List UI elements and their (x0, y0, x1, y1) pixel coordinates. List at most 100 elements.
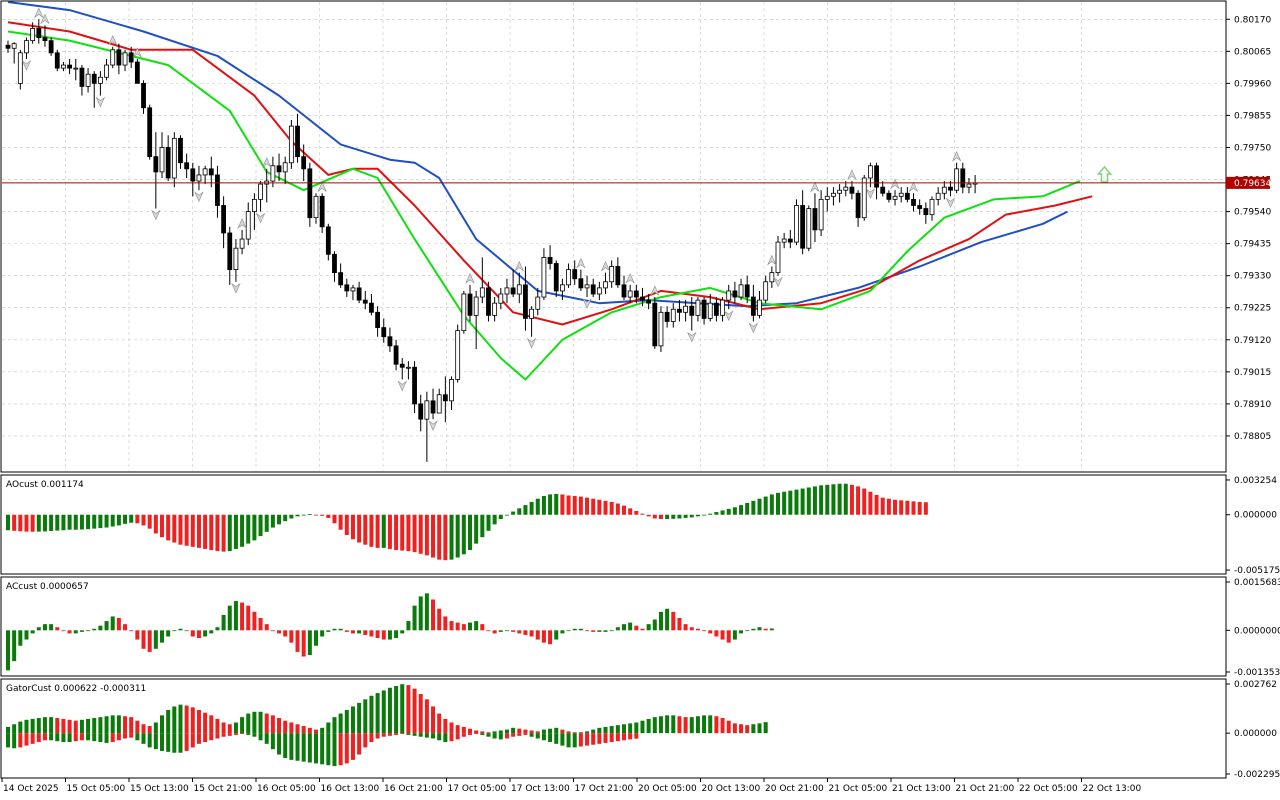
candle-bear (750, 296, 756, 316)
gator-lower-bar (203, 733, 208, 743)
candle-bear (369, 302, 374, 313)
candle-bull (110, 49, 116, 66)
gator-lower-bar (49, 733, 54, 741)
ac-bar (394, 630, 399, 639)
ac-bar (585, 630, 590, 632)
gator-upper-bar (400, 684, 405, 734)
candle-bull (104, 64, 109, 78)
ao-bar (332, 514, 337, 524)
candle-bear (134, 61, 140, 84)
ao-bar (720, 510, 725, 515)
candle-bear (375, 311, 381, 328)
ao-bar (110, 514, 115, 527)
ao-bar (129, 514, 134, 523)
indicator-tick-label: 0.003254 (1234, 476, 1277, 486)
ac-bar (147, 630, 152, 652)
gator-lower-bar (523, 733, 528, 735)
candle-bull (670, 308, 676, 322)
gator-upper-bar (30, 718, 35, 734)
ac-bar (745, 630, 750, 632)
gator-lower-bar (566, 733, 571, 748)
candle-bear (732, 290, 738, 298)
ao-bar (597, 499, 602, 515)
price-tick-label: 0.79855 (1234, 111, 1271, 121)
gator-upper-bar (498, 730, 503, 734)
fractal-down-marker (95, 96, 106, 108)
candle-bear (5, 44, 11, 49)
ao-bar (203, 514, 208, 549)
ao-bar (714, 512, 719, 515)
candle-bear (553, 263, 559, 292)
gator-lower-bar (591, 733, 596, 745)
gator-lower-bar (394, 733, 399, 735)
price-tick-label: 0.80170 (1234, 15, 1271, 25)
gator-lower-bar (461, 733, 466, 737)
current-price-line: 0.79634 (2, 176, 1271, 189)
gator-lower-bar (369, 733, 374, 743)
gator-lower-bar (141, 733, 146, 744)
gator-lower-bar (36, 733, 41, 743)
gator-pane[interactable]: GatorCust 0.000622 -0.000311 0.0027620.0… (0, 678, 1280, 780)
ao-bar (578, 496, 583, 515)
gator-lower-bar (615, 733, 620, 742)
indicator-tick-label: -0.005175 (1234, 566, 1280, 576)
ao-bar (572, 496, 577, 515)
gator-upper-bar (369, 695, 374, 734)
ac-bar (24, 630, 29, 640)
ao-bar (153, 514, 158, 534)
ao-bar (104, 514, 109, 528)
ac-bar (406, 621, 411, 631)
candles[interactable] (5, 19, 978, 462)
candle-bear (116, 49, 122, 66)
candle-bear (621, 284, 627, 298)
gator-lower-bar (246, 733, 251, 735)
candle-bear (295, 125, 300, 158)
ao-bar (424, 514, 429, 556)
gator-upper-bar (628, 723, 633, 734)
ac-bar (726, 630, 731, 643)
fractal-down-marker (231, 282, 241, 294)
fractal-up-marker (810, 181, 820, 193)
current-price-label: 0.79634 (1234, 179, 1271, 189)
ac-bar (665, 608, 670, 631)
fractal-down-marker (194, 191, 204, 202)
gator-lower-bar (572, 733, 577, 748)
ao-bar (769, 494, 774, 515)
price-pane[interactable]: 0.80170 0.80065 0.79960 0.79855 0.79750 0.796… (0, 0, 1271, 473)
candle-bear (640, 296, 645, 301)
gator-lower-bar (585, 733, 590, 746)
ao-bar (172, 514, 177, 543)
ac-pane[interactable]: ACcust 0.0000657 0.0015683 0.0000000 -0.00… (0, 576, 1280, 678)
ac-bar (338, 628, 343, 631)
candle-bear (208, 168, 214, 176)
ao-pane[interactable]: AOcust 0.001174 0.003254 0.000000 -0.00517… (0, 474, 1280, 576)
candle-bull (11, 43, 17, 49)
fractal-down-marker (255, 212, 266, 224)
ac-bar (252, 611, 257, 631)
gator-upper-bar (252, 711, 257, 734)
candle-bull (806, 208, 812, 249)
ao-bar (511, 511, 516, 515)
ac-bar (449, 621, 454, 631)
ao-bar (831, 484, 836, 515)
gator-lower-bar (166, 733, 171, 752)
ao-bar (196, 514, 201, 548)
candle-bull (720, 299, 725, 316)
candle-bear (141, 82, 146, 109)
ao-bar (745, 502, 750, 515)
candle-bear (332, 253, 337, 274)
gator-upper-bar (511, 727, 516, 734)
gator-lower-bar (424, 733, 429, 738)
fractal-down-marker (21, 60, 32, 71)
ao-bar (819, 485, 824, 515)
time-tick-label: 17 Oct 13:00 (511, 784, 570, 794)
gator-lower-bar (129, 733, 134, 738)
indicator-tick-label: -0.0013530 (1234, 668, 1280, 678)
fractal-up-marker (514, 260, 525, 272)
ac-bar (769, 628, 774, 631)
ao-bar (702, 514, 707, 516)
ao-bar (375, 514, 380, 548)
candle-bear (646, 299, 652, 304)
candle-bull (566, 269, 571, 286)
